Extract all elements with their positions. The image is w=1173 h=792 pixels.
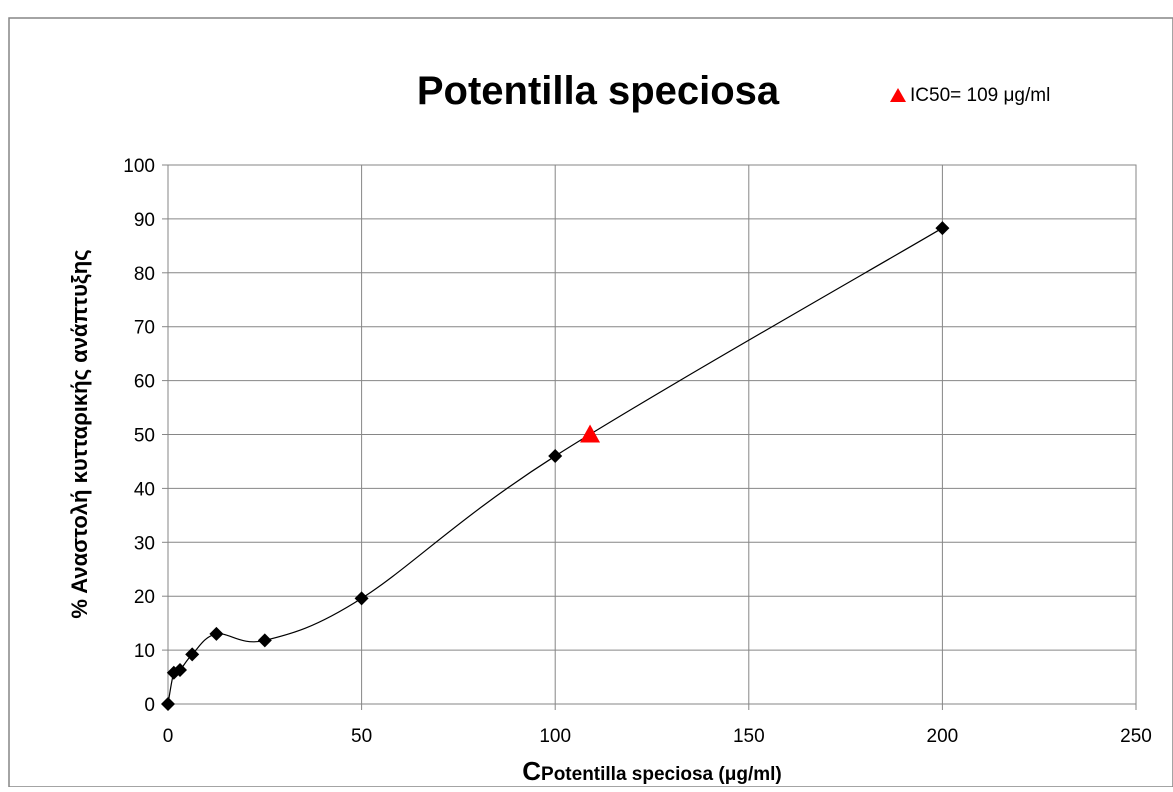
y-tick-label: 70 bbox=[134, 318, 155, 339]
chart-border bbox=[8, 17, 1173, 788]
data-markers bbox=[161, 221, 950, 711]
x-tick-label: 150 bbox=[733, 726, 765, 747]
y-tick-label: 80 bbox=[134, 264, 155, 285]
data-point-diamond bbox=[173, 663, 188, 678]
data-point-diamond bbox=[354, 591, 369, 606]
y-tick-label: 10 bbox=[134, 641, 155, 662]
data-point-diamond bbox=[257, 633, 272, 648]
x-tick-label: 100 bbox=[539, 726, 571, 747]
data-point-diamond bbox=[935, 221, 950, 236]
ic50-triangle-marker bbox=[580, 424, 601, 443]
x-tick-label: 250 bbox=[1120, 726, 1152, 747]
x-axis-label-sub: Potentilla speciosa (μg/ml) bbox=[541, 764, 782, 785]
x-tick-label: 0 bbox=[163, 726, 174, 747]
y-tick-label: 30 bbox=[134, 533, 155, 554]
x-axis-label: CPotentilla speciosa (μg/ml) bbox=[522, 756, 782, 786]
legend-triangle-icon bbox=[890, 88, 906, 102]
data-point-diamond bbox=[548, 449, 563, 464]
legend-label: IC50= 109 μg/ml bbox=[910, 85, 1050, 106]
data-point-diamond bbox=[185, 647, 200, 662]
data-point-diamond bbox=[209, 626, 224, 641]
y-tick-label: 0 bbox=[144, 695, 155, 716]
y-tick-label: 90 bbox=[134, 210, 155, 231]
x-axis-label-main: C bbox=[522, 756, 541, 786]
x-tick-label: 50 bbox=[351, 726, 372, 747]
y-tick-label: 40 bbox=[134, 479, 155, 500]
chart-title: Potentilla speciosa bbox=[417, 69, 780, 113]
data-point-diamond bbox=[161, 697, 175, 711]
y-tick-label: 60 bbox=[134, 372, 155, 393]
grid bbox=[167, 164, 1137, 705]
y-tick-label: 100 bbox=[123, 156, 155, 177]
y-tick-label: 50 bbox=[134, 426, 155, 447]
y-tick-label: 20 bbox=[134, 587, 155, 608]
y-axis-label: % Αναστολή κυτταρικής ανάπτυξης bbox=[67, 249, 92, 618]
x-tick-label: 200 bbox=[927, 726, 959, 747]
